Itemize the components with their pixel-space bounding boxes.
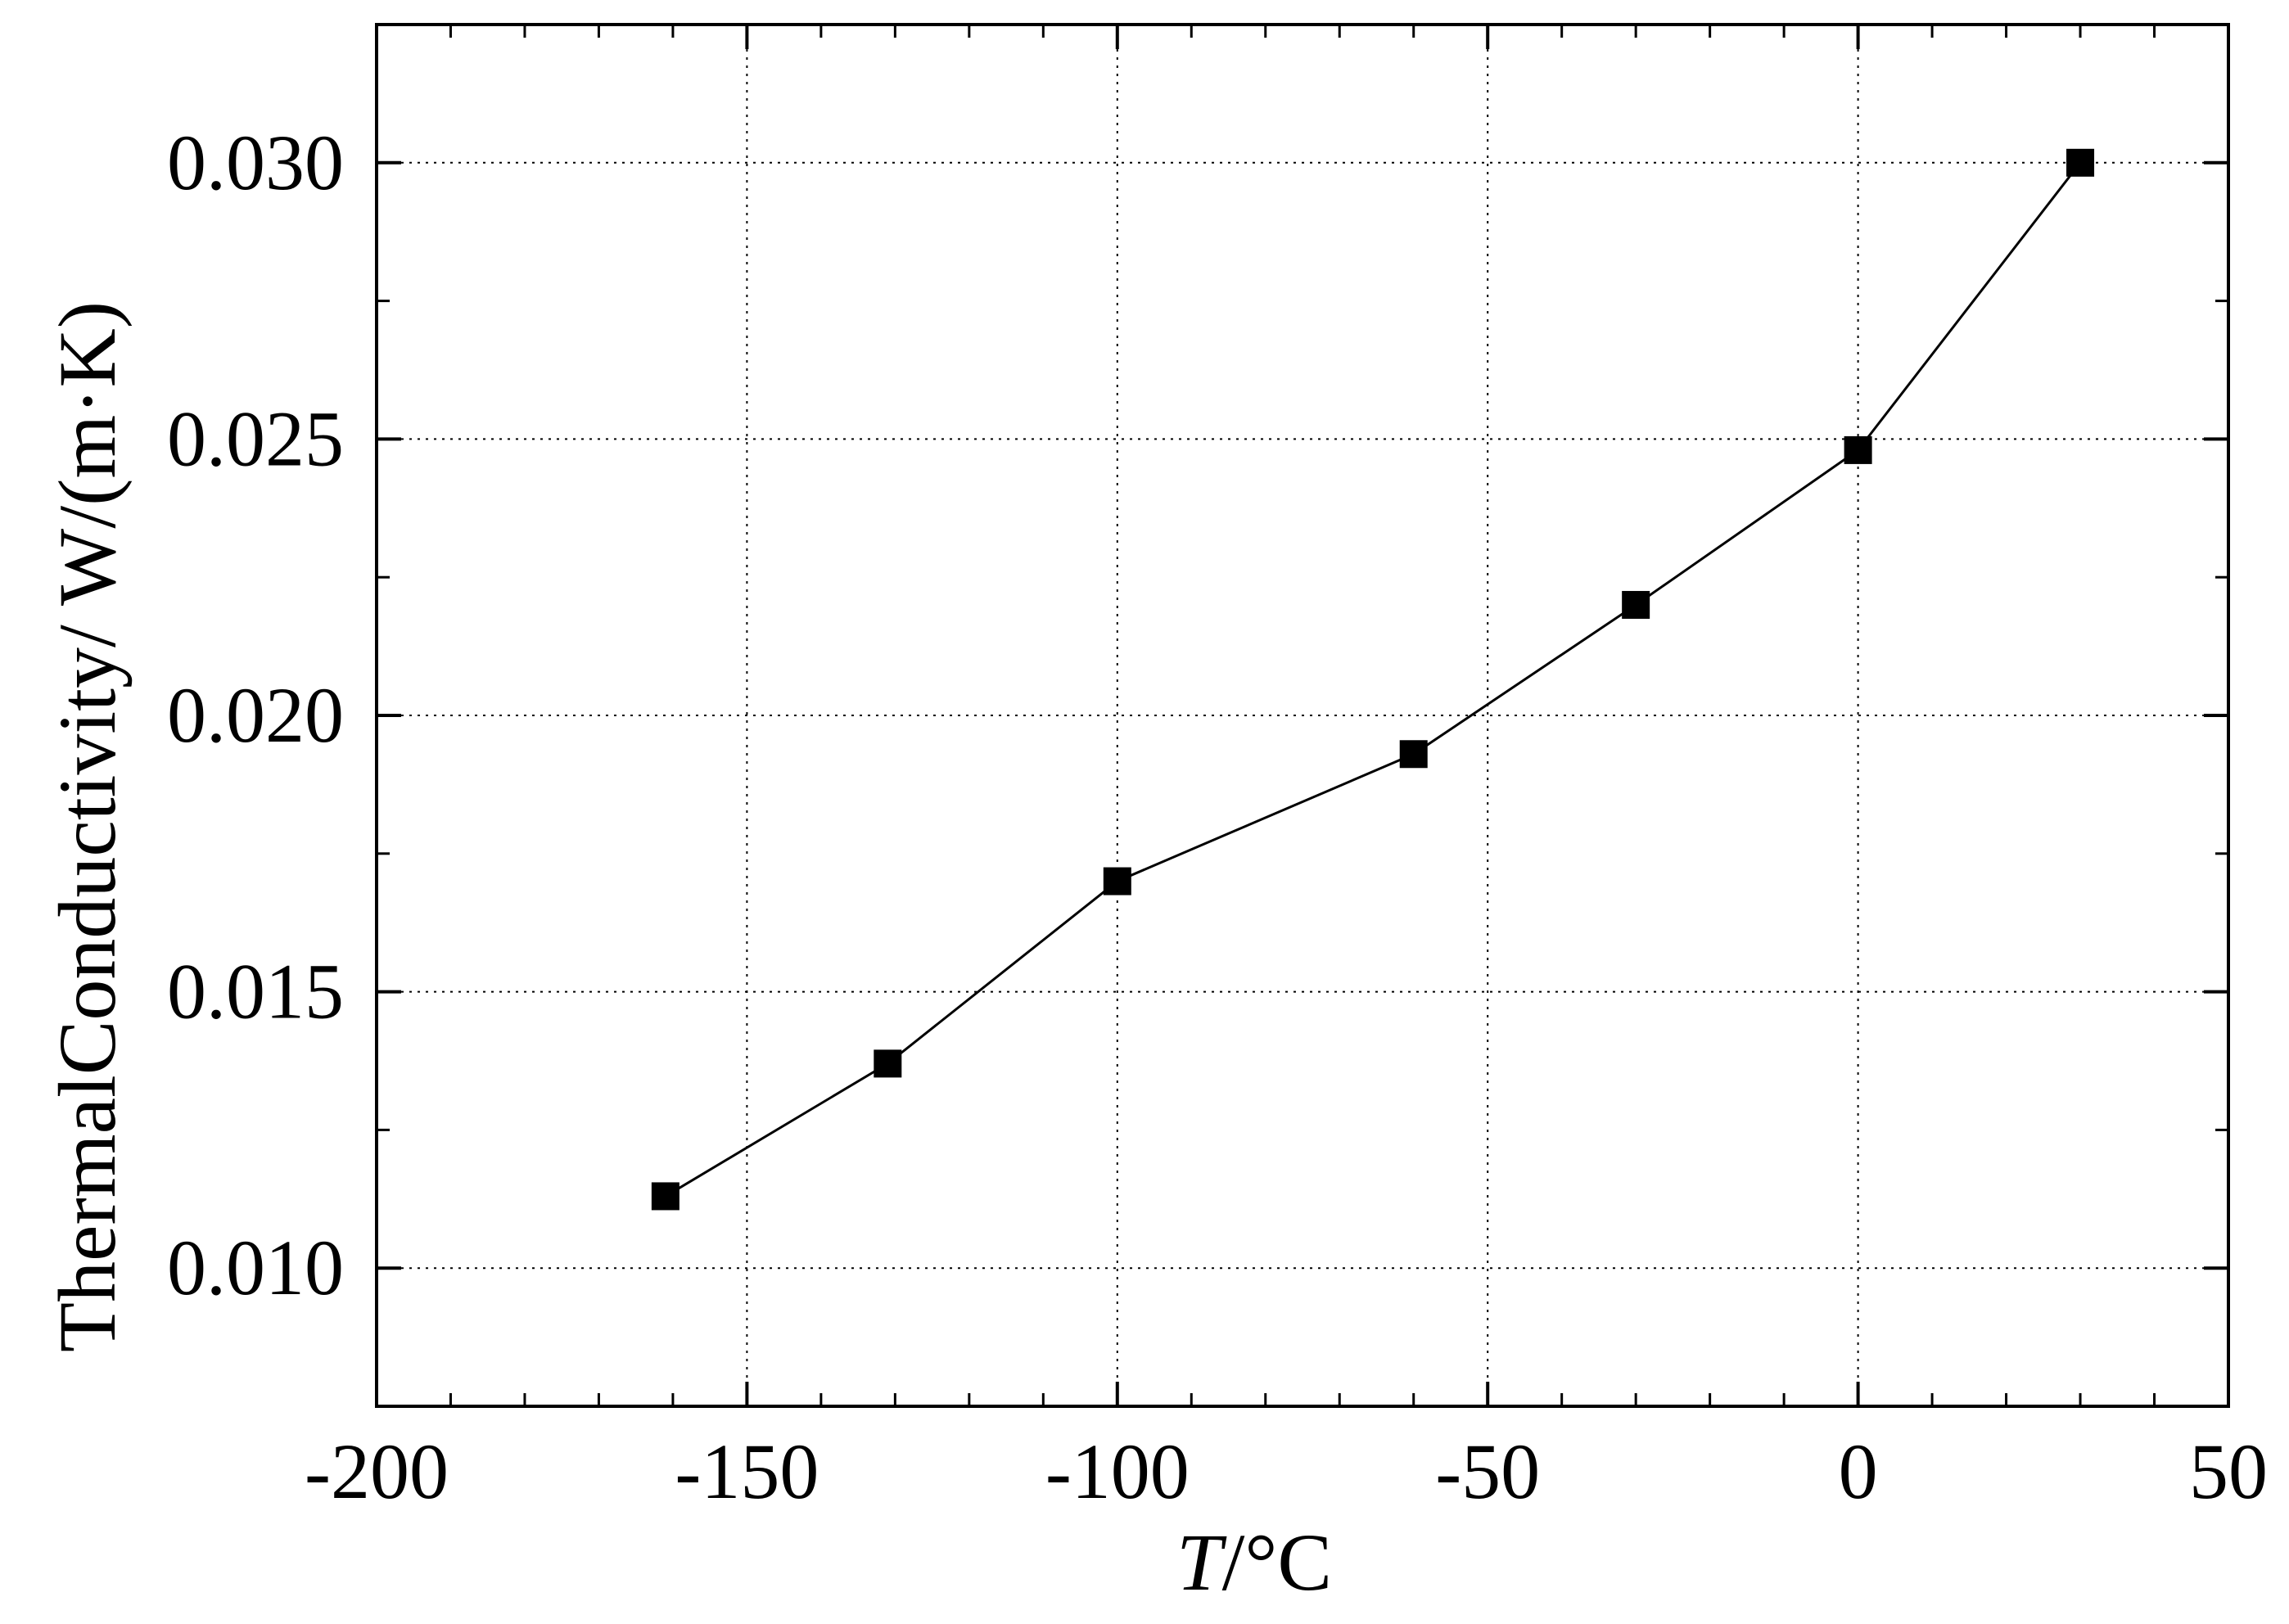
x-tick-label: -200 — [305, 1428, 449, 1515]
x-axis-title: T/°C — [1176, 1517, 1332, 1608]
x-tick-label: 0 — [1839, 1428, 1878, 1515]
x-axis-title-variable: T — [1176, 1517, 1227, 1608]
series-line — [665, 161, 2082, 1198]
x-axis-title-unit: /°C — [1222, 1517, 1332, 1608]
y-tick-label: 0.025 — [167, 395, 344, 482]
y-tick-labels: 0.010 0.015 0.020 0.025 0.030 — [167, 119, 344, 1311]
data-point — [1103, 867, 1131, 895]
plot-area-frame — [375, 23, 2230, 1408]
x-tick-labels: -200 -150 -100 -50 0 50 — [305, 1428, 2268, 1515]
y-axis-title: ThermalConductivity/ W/(m·K) — [42, 301, 133, 1352]
data-point — [1844, 435, 1872, 464]
grid-lines — [377, 25, 2228, 1406]
x-tick-label: 50 — [2189, 1428, 2268, 1515]
y-tick-label: 0.010 — [167, 1224, 344, 1311]
y-tick-label: 0.015 — [167, 948, 344, 1035]
x-tick-label: -150 — [675, 1428, 819, 1515]
data-point — [1622, 590, 1650, 619]
x-tick-label: -50 — [1435, 1428, 1540, 1515]
data-point — [651, 1182, 679, 1211]
y-tick-label: 0.020 — [167, 671, 344, 759]
data-point — [874, 1049, 902, 1078]
data-point — [1399, 740, 1428, 769]
x-tick-label: -100 — [1045, 1428, 1190, 1515]
data-series — [651, 148, 2095, 1211]
data-point — [2066, 148, 2095, 177]
y-tick-label: 0.030 — [167, 119, 344, 206]
